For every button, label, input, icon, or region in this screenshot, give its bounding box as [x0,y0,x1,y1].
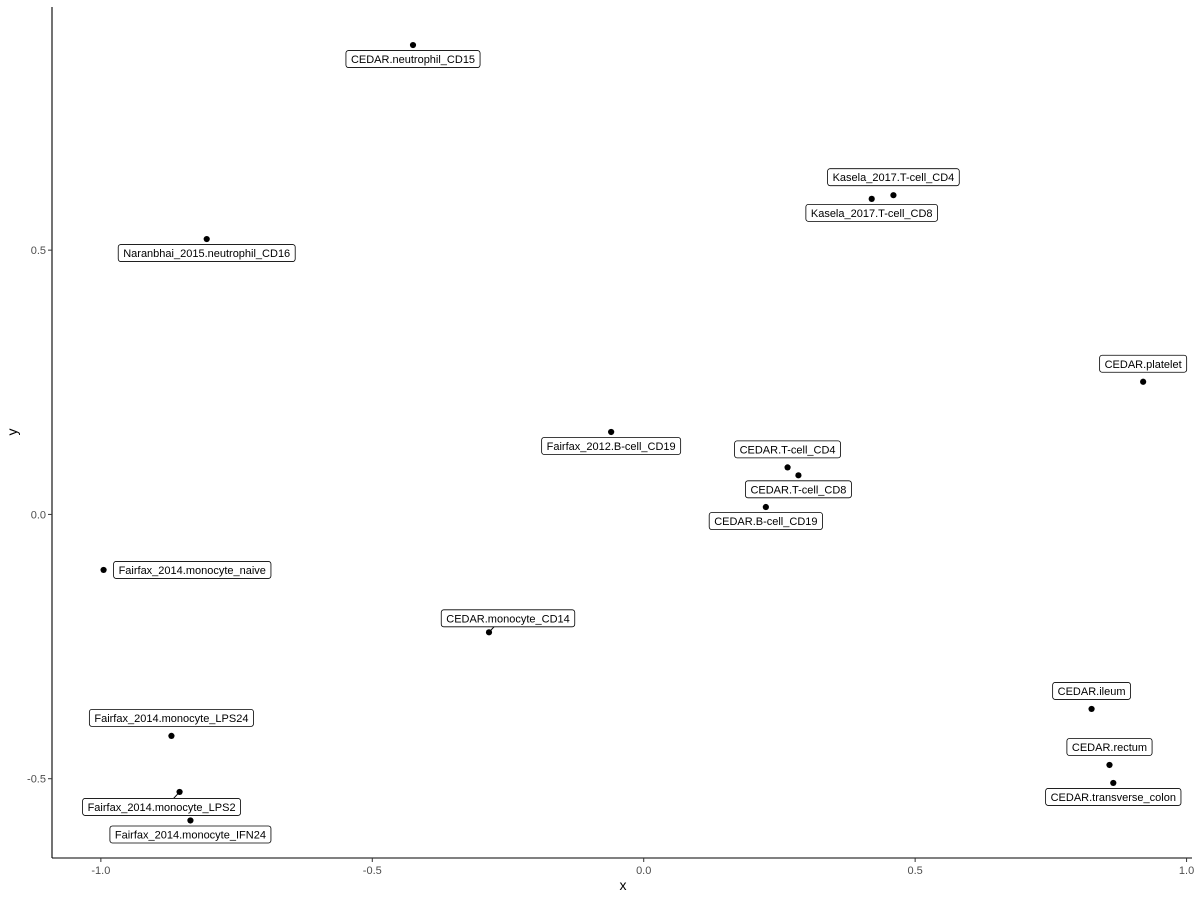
point-label: CEDAR.platelet [1105,359,1182,371]
point-label-box [1045,788,1182,806]
point-label-box [88,709,254,727]
data-point [176,788,183,796]
point-label: CEDAR.monocyte_CD14 [446,613,570,625]
data-point [168,732,175,740]
point-label-box [541,437,682,455]
y-tick-label: 0.0 [31,509,46,521]
y-tick-label: -0.5 [27,774,46,786]
data-point [187,817,194,824]
x-tick-label: -0.5 [363,865,382,877]
point-label-box [708,512,823,530]
data-point [784,464,791,471]
point-label-box [805,203,938,222]
point-label-box [109,825,272,844]
point-label: CEDAR.transverse_colon [1051,792,1176,804]
point-label: Kasela_2017.T-cell_CD4 [833,172,955,184]
x-tick-label: 0.5 [907,865,922,877]
data-point [203,235,210,243]
data-point [762,503,769,511]
data-point [890,192,897,199]
data-point [1088,705,1095,713]
data-point [795,472,802,479]
data-point [409,41,417,49]
point-label: Fairfax_2012.B-cell_CD19 [547,441,676,453]
point-label-box [440,609,576,628]
point-label-box [745,480,852,499]
point-label: CEDAR.neutrophil_CD15 [351,54,475,66]
point-label-box [827,168,960,187]
point-label-box [1099,354,1188,373]
point-label-box [113,561,272,579]
point-label: CEDAR.T-cell_CD4 [740,444,836,456]
point-label: Naranbhai_2015.neutrophil_CD16 [123,248,290,260]
point-label-box [345,50,481,68]
point-label-box [1052,682,1131,700]
data-point [1110,779,1117,787]
point-label: CEDAR.B-cell_CD19 [714,516,817,528]
point-label: CEDAR.ileum [1058,686,1126,698]
point-label: Fairfax_2014.monocyte_naive [119,565,266,577]
point-label: Fairfax_2014.monocyte_IFN24 [115,829,266,841]
point-label: Fairfax_2014.monocyte_LPS2 [88,802,236,814]
data-point [608,428,615,436]
x-tick-label: 1.0 [1179,865,1194,877]
data-point [868,195,875,202]
data-point [100,566,107,574]
point-label-box [82,798,241,816]
point-label: CEDAR.T-cell_CD8 [750,484,846,496]
x-tick-label: 0.0 [636,865,651,877]
point-label: Fairfax_2014.monocyte_LPS24 [94,713,248,725]
point-label: Kasela_2017.T-cell_CD8 [811,208,933,220]
x-axis-title: x [620,877,627,893]
point-label-box [734,440,841,459]
x-tick-label: -1.0 [91,865,110,877]
data-point [1140,378,1147,385]
data-point [485,629,493,636]
point-label-box [117,244,296,262]
point-label: CEDAR.rectum [1072,742,1147,754]
point-label-box [1066,738,1153,756]
y-axis-title: y [4,429,20,436]
data-point [1106,761,1113,769]
y-tick-label: 0.5 [31,245,46,257]
plot-area: -1.0 -0.5 0.0 0.5 1.0 -0.5 0.0 0.5 CEDAR.neutrop… [27,7,1194,877]
